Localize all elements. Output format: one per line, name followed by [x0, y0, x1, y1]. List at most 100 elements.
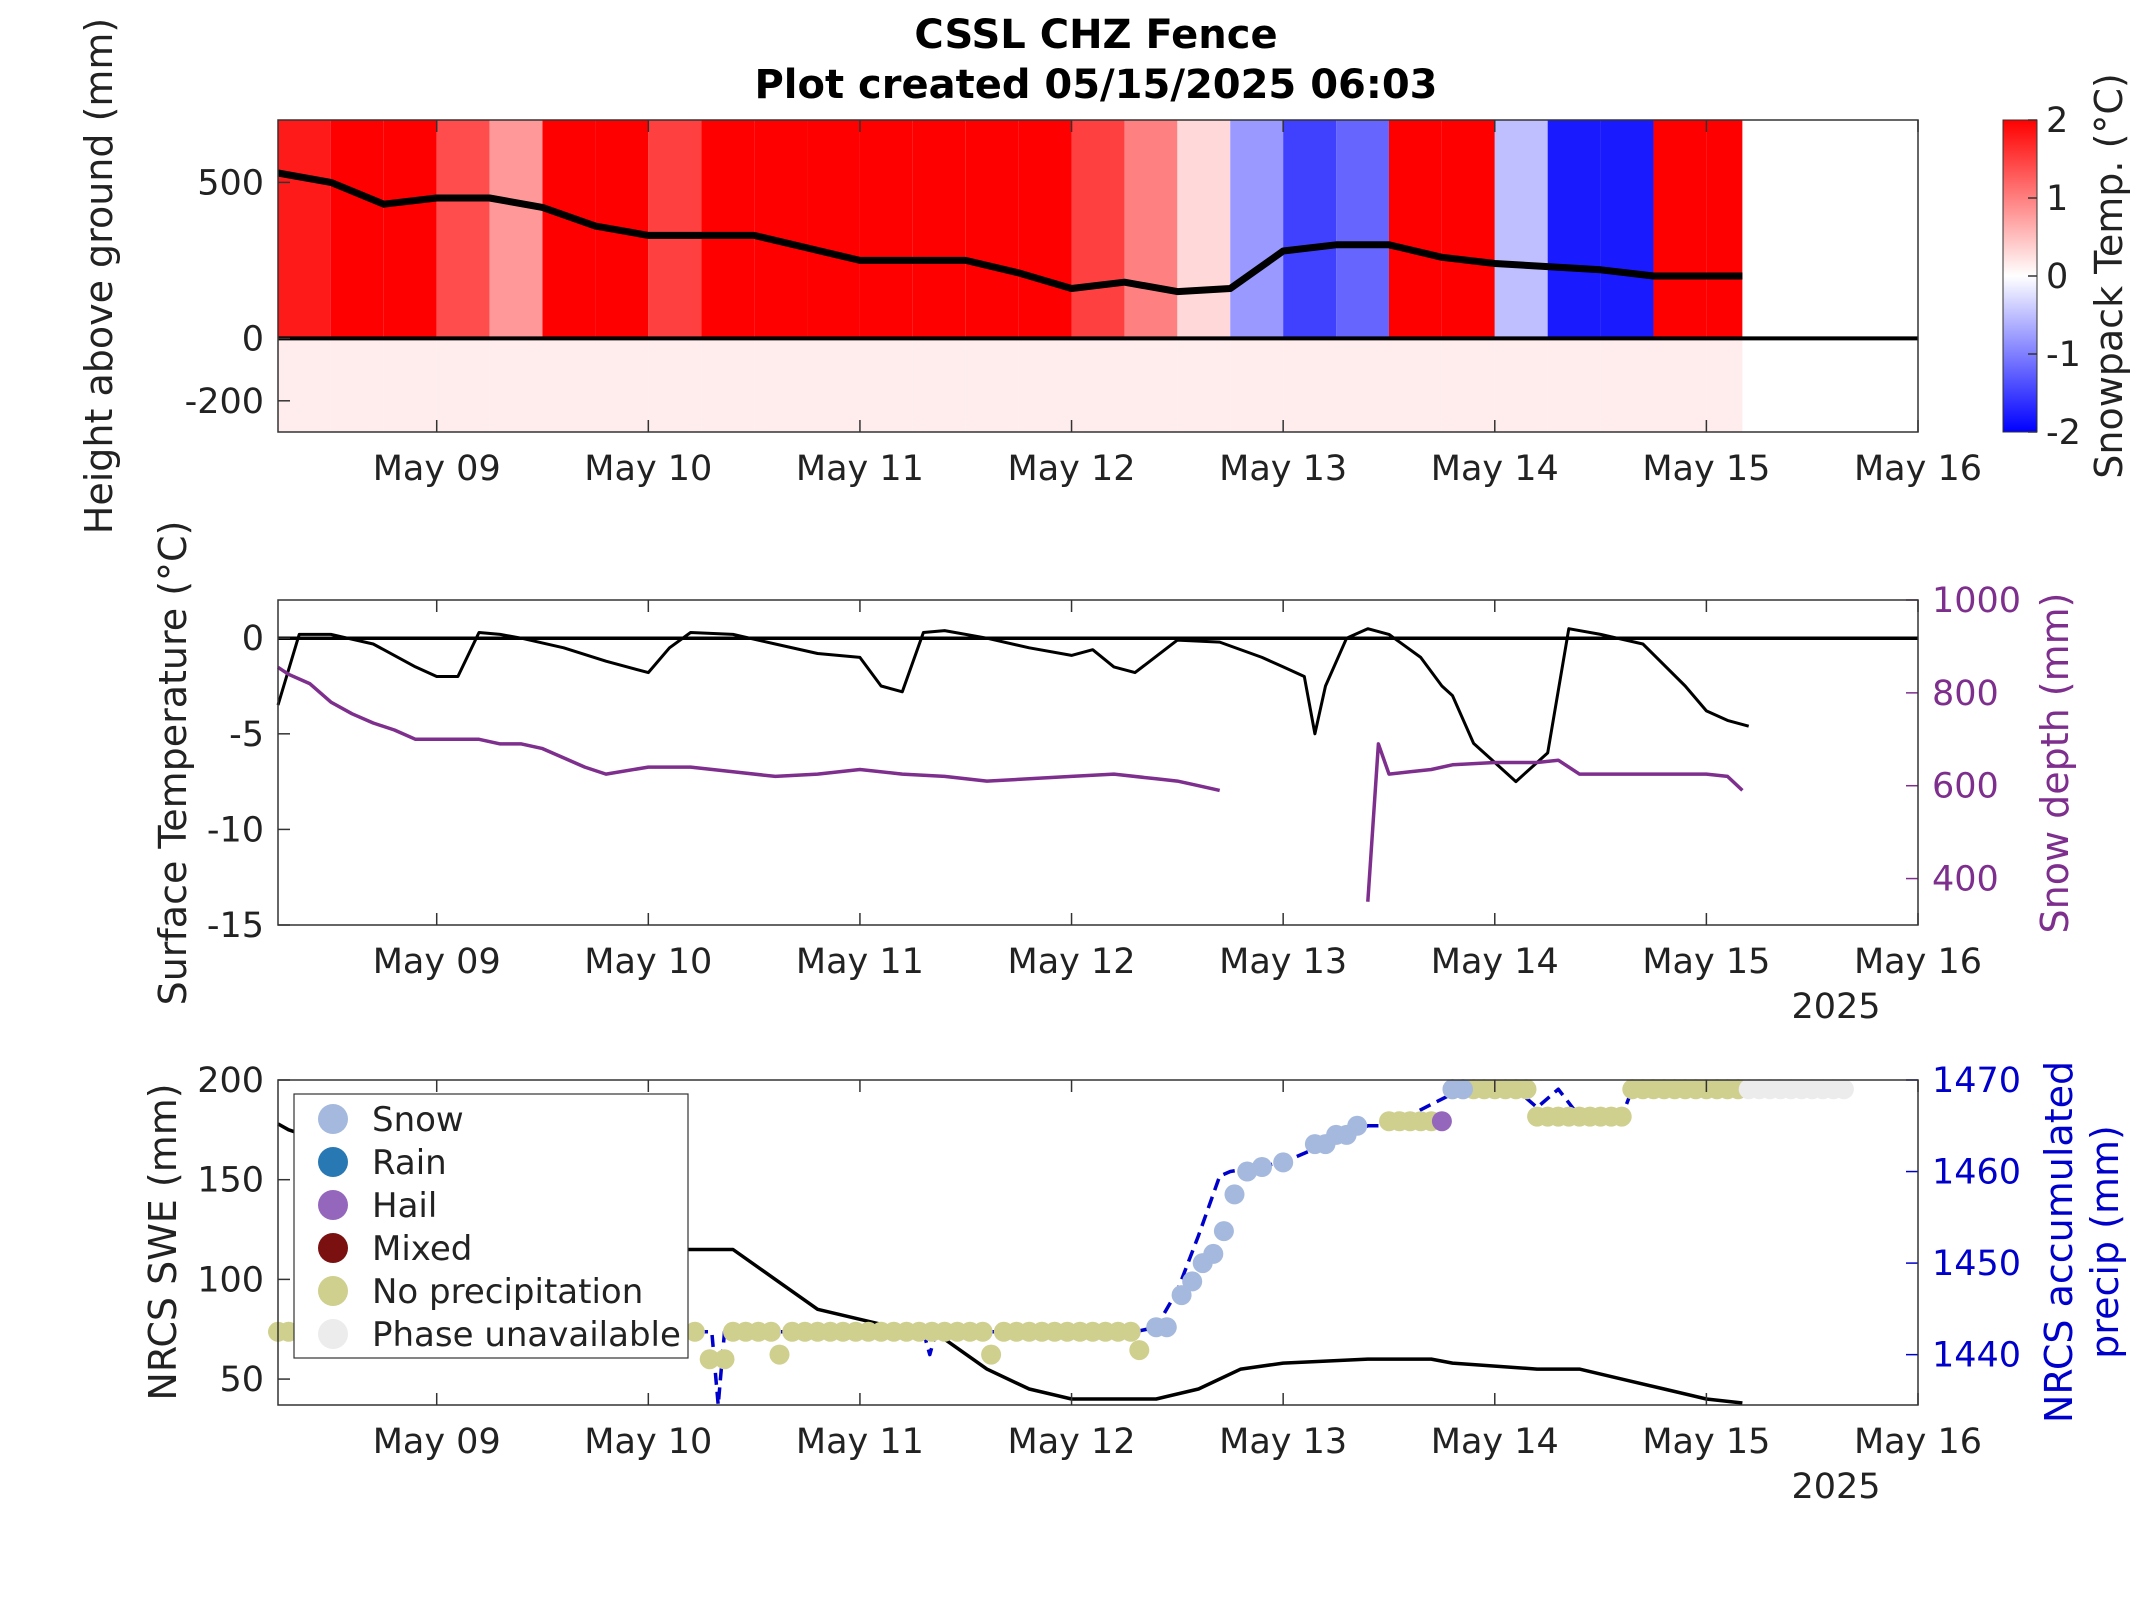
- heatmap-cell-snow: [1336, 120, 1389, 339]
- phase-marker-no-precipitation: [981, 1344, 1002, 1365]
- accum-precip-y2-tick-label: 1440: [1932, 1336, 2021, 1376]
- surface-temperature-x-tick-label: May 11: [796, 942, 924, 982]
- heatmap-x-tick-label: May 11: [796, 449, 924, 489]
- heatmap-cell-soil: [330, 338, 384, 432]
- swe-precip-x-tick-label: May 12: [1008, 1422, 1136, 1462]
- heatmap-cell-snow: [807, 120, 860, 339]
- phase-marker-hail: [1431, 1111, 1452, 1132]
- phase-marker-no-precipitation: [1611, 1106, 1632, 1127]
- legend-label-rain: Rain: [372, 1143, 447, 1183]
- heatmap-cell-snow: [489, 120, 543, 339]
- colorbar-ticks: 2 1 0 -1 -2: [2028, 101, 2081, 453]
- surface-temperature-x-tick-label: May 09: [373, 942, 501, 982]
- swe-precip-axes-frame: [277, 1079, 1919, 1406]
- swe-precip-x-tick-label: May 10: [584, 1422, 712, 1462]
- heatmap-cells: [278, 120, 1743, 432]
- heatmap-cell-soil: [489, 338, 543, 432]
- swe-precip-x-tick-label: May 14: [1431, 1422, 1559, 1462]
- heatmap-cell-soil: [1653, 338, 1707, 432]
- phase-marker-snow: [1156, 1317, 1177, 1338]
- heatmap-cell-soil: [965, 338, 1019, 432]
- swe-precip-panel: May 09 May 10 May 11 May 12 May 13 May 14 May …: [141, 1061, 2127, 1507]
- heatmap-axis-ticks: May 09 May 10 May 11 May 12 May 13 May 14 May …: [185, 120, 1982, 489]
- accum-precip-y2-tick-label: 1470: [1932, 1061, 2021, 1101]
- snow-depth-y-axis-label: Snow depth (mm): [2033, 593, 2077, 934]
- surface-temperature-year-label: 2025: [1791, 987, 1880, 1027]
- heatmap-y-axis-label: Height above ground (mm): [77, 18, 121, 535]
- heatmap-cell-snow: [383, 120, 437, 339]
- snow-depth-y2-tick-label: 600: [1932, 767, 1999, 807]
- heatmap-cell-snow: [542, 120, 596, 339]
- snow-depth-y2-tick-label: 800: [1932, 674, 1999, 714]
- swe-precip-x-tick-label: May 15: [1642, 1422, 1770, 1462]
- surface-temperature-y-tick-label: -10: [207, 810, 264, 850]
- accum-precip-y2-tick-label: 1460: [1932, 1153, 2021, 1193]
- legend-marker-no-precipitation: [318, 1276, 348, 1306]
- legend-label-phase-unavailable: Phase unavailable: [372, 1315, 681, 1355]
- accum-precip-y2-tick-label: 1450: [1932, 1244, 2021, 1284]
- heatmap-cell-snow: [1494, 120, 1548, 339]
- phase-marker-snow: [1347, 1115, 1368, 1136]
- snow-depth-y2-tick-label: 1000: [1932, 581, 2021, 621]
- heatmap-cell-snow: [912, 120, 966, 339]
- snow-depth-y2-tick-label: 400: [1932, 860, 1999, 900]
- phase-marker-snow: [1453, 1079, 1473, 1100]
- legend-marker-rain: [318, 1147, 348, 1177]
- figure-title-line2: Plot created 05/15/2025 06:03: [754, 62, 1437, 108]
- heatmap-cell-soil: [1547, 338, 1601, 432]
- heatmap-cell-snow: [1230, 120, 1284, 339]
- heatmap-cell-snow: [1071, 120, 1125, 339]
- phase-marker-snow: [1252, 1157, 1272, 1177]
- heatmap-cell-soil: [1600, 338, 1654, 432]
- snow-height-line: [277, 169, 1743, 296]
- surface-temperature-axes-frame: [277, 599, 1919, 926]
- heatmap-axes-frame: [277, 119, 1919, 433]
- swe-precip-x-tick-label: May 11: [796, 1422, 924, 1462]
- swe-precip-axis-ticks: May 09 May 10 May 11 May 12 May 13 May 14 May …: [197, 1061, 2021, 1462]
- heatmap-cell-soil: [648, 338, 702, 432]
- legend-label-mixed: Mixed: [372, 1229, 472, 1269]
- heatmap-cell-snow: [1547, 120, 1601, 339]
- swe-precip-x-tick-label: May 13: [1219, 1422, 1347, 1462]
- surface-temperature-y-tick-label: -15: [207, 906, 264, 946]
- accum-precip-y-axis-label-line1: NRCS accumulated: [2037, 1061, 2081, 1423]
- accum-precip-y-axis-label-line2: precip (mm): [2083, 1125, 2127, 1359]
- legend-label-no-precipitation: No precipitation: [372, 1272, 643, 1312]
- phase-marker-no-precipitation: [684, 1321, 705, 1342]
- swe-y-axis-label: NRCS SWE (mm): [141, 1083, 185, 1400]
- legend-marker-mixed: [318, 1233, 348, 1263]
- swe-y-tick-label: 50: [219, 1360, 264, 1400]
- heatmap-x-tick-label: May 14: [1431, 449, 1559, 489]
- heatmap-y-tick-label: 500: [197, 163, 264, 203]
- heatmap-cell-soil: [1071, 338, 1125, 432]
- colorbar-tick-label: -1: [2046, 335, 2081, 375]
- heatmap-cell-soil: [1018, 338, 1072, 432]
- figure-title-line1: CSSL CHZ Fence: [914, 12, 1277, 58]
- swe-y-tick-label: 200: [197, 1061, 264, 1101]
- surface-temperature-x-tick-label: May 12: [1008, 942, 1136, 982]
- phase-marker-no-precipitation: [972, 1321, 993, 1342]
- heatmap-cell-snow: [1283, 120, 1337, 339]
- heatmap-cell-snow: [1653, 120, 1707, 339]
- heatmap-x-tick-label: May 12: [1008, 449, 1136, 489]
- surface-temperature-y-tick-label: 0: [242, 619, 264, 659]
- phase-marker-snow: [1273, 1152, 1294, 1173]
- snow-depth-line: [277, 665, 1221, 793]
- surface-temperature-x-tick-label: May 14: [1431, 942, 1559, 982]
- heatmap-cell-soil: [278, 338, 331, 432]
- colorbar: 2 1 0 -1 -2 Snowpack Temp. (°C): [2002, 73, 2131, 479]
- heatmap-cell-soil: [1336, 338, 1389, 432]
- heatmap-cell-snow: [1388, 120, 1442, 339]
- heatmap-cell-snow: [1706, 120, 1743, 339]
- heatmap-cell-snow: [701, 120, 755, 339]
- heatmap-cell-soil: [1283, 338, 1337, 432]
- phase-marker-snow: [1224, 1184, 1245, 1205]
- heatmap-cell-snow: [278, 120, 331, 339]
- surface-temperature-lines: [276, 627, 1918, 902]
- phase-marker-no-precipitation: [1120, 1321, 1141, 1342]
- phase-marker-snow: [1182, 1271, 1203, 1292]
- phase-marker-no-precipitation: [1516, 1079, 1537, 1100]
